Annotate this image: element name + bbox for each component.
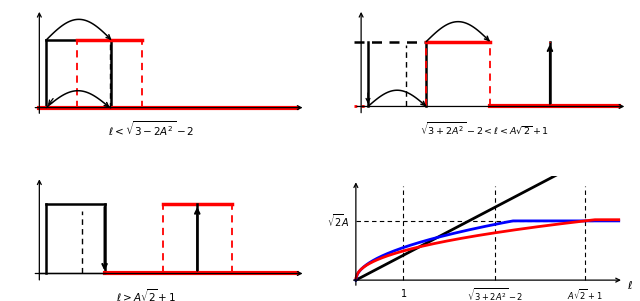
Text: $\sqrt{3 + 2A^2} - 2 < \ell < A\sqrt{2} + 1$: $\sqrt{3 + 2A^2} - 2 < \ell < A\sqrt{2} … xyxy=(420,121,549,137)
Text: $\ell > A\sqrt{2} + 1$: $\ell > A\sqrt{2} + 1$ xyxy=(116,287,176,301)
Text: $\ell$: $\ell$ xyxy=(627,279,633,291)
Text: $\sqrt{2}A$: $\sqrt{2}A$ xyxy=(326,213,349,229)
Text: $\ell < \sqrt{3 - 2A^2} - 2$: $\ell < \sqrt{3 - 2A^2} - 2$ xyxy=(108,120,194,138)
Text: $A\sqrt{2}+1$: $A\sqrt{2}+1$ xyxy=(567,287,603,301)
Text: $1$: $1$ xyxy=(400,287,407,299)
Text: $\sqrt{3+2A^2}-2$: $\sqrt{3+2A^2}-2$ xyxy=(467,287,523,301)
